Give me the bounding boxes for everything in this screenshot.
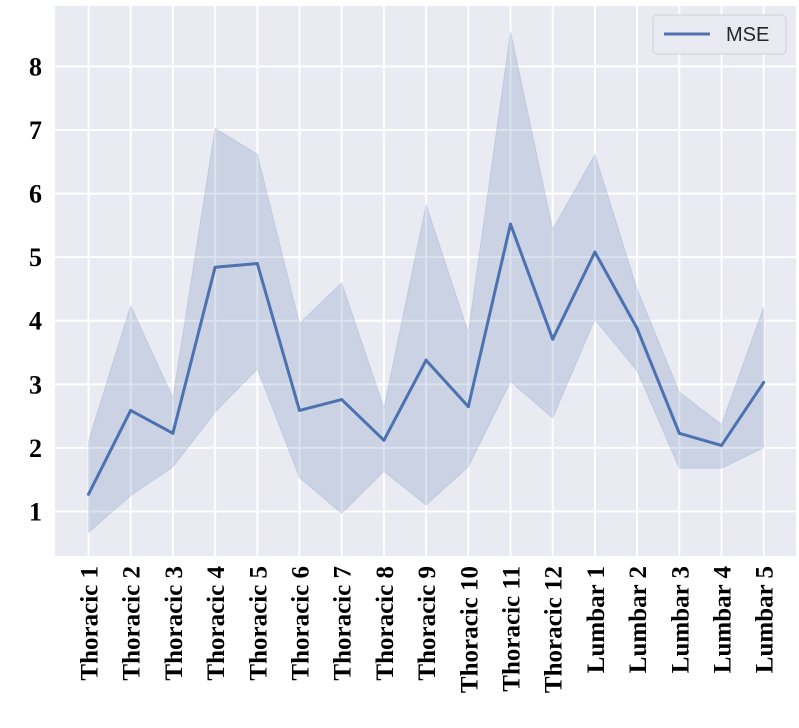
data-point xyxy=(424,358,428,362)
x-tick-label: Lumbar 4 xyxy=(710,566,737,674)
data-point xyxy=(255,262,259,266)
y-tick-label: 8 xyxy=(29,52,42,81)
data-point xyxy=(466,405,470,409)
x-tick-label: Thoracic 6 xyxy=(288,566,315,681)
x-tick-label: Thoracic 5 xyxy=(245,566,272,681)
legend: MSE xyxy=(652,14,787,55)
x-tick-label: Thoracic 10 xyxy=(456,566,483,693)
x-tick-label: Thoracic 8 xyxy=(372,566,399,681)
x-tick-label: Lumbar 2 xyxy=(625,566,652,673)
x-tick-label: Thoracic 11 xyxy=(499,566,526,692)
data-point xyxy=(213,265,217,269)
y-tick-label: 4 xyxy=(29,307,42,336)
y-axis-ticks: 1 2 3 4 5 6 7 8 xyxy=(29,52,42,526)
data-point xyxy=(677,431,681,435)
legend-box xyxy=(652,14,787,55)
x-tick-label: Thoracic 3 xyxy=(161,566,188,681)
x-axis-ticks: Thoracic 1 Thoracic 2 Thoracic 3 Thoracic 4… xyxy=(77,566,779,694)
mse-confidence-band xyxy=(88,31,765,534)
y-tick-label: 1 xyxy=(29,497,42,526)
series-line-layer xyxy=(87,222,766,496)
x-tick-label: Thoracic 1 xyxy=(77,566,104,681)
x-tick-label: Thoracic 4 xyxy=(203,566,230,681)
legend-label-mse: MSE xyxy=(726,24,769,46)
data-point xyxy=(509,222,512,226)
x-tick-label: Lumbar 1 xyxy=(583,566,610,673)
x-tick-label: Lumbar 3 xyxy=(667,566,694,673)
x-tick-label: Thoracic 2 xyxy=(119,566,146,681)
data-point xyxy=(720,443,723,447)
y-tick-label: 7 xyxy=(29,116,42,145)
y-tick-label: 6 xyxy=(29,180,42,209)
grid-lines xyxy=(55,6,796,556)
data-point xyxy=(340,398,344,402)
data-point xyxy=(382,438,386,442)
x-tick-label: Thoracic 12 xyxy=(541,566,568,693)
data-point xyxy=(298,408,301,412)
y-tick-label: 3 xyxy=(29,370,42,399)
data-point xyxy=(171,431,175,435)
data-point xyxy=(129,408,133,412)
data-point xyxy=(593,250,597,254)
y-tick-label: 2 xyxy=(29,434,42,463)
x-tick-label: Thoracic 9 xyxy=(414,566,441,681)
data-point xyxy=(635,326,639,330)
x-tick-label: Lumbar 5 xyxy=(752,566,779,673)
x-tick-label: Thoracic 7 xyxy=(330,566,357,681)
confidence-band xyxy=(88,31,765,534)
y-tick-label: 5 xyxy=(29,243,42,272)
data-point xyxy=(87,492,90,496)
data-point xyxy=(551,337,555,341)
data-point xyxy=(762,380,766,384)
